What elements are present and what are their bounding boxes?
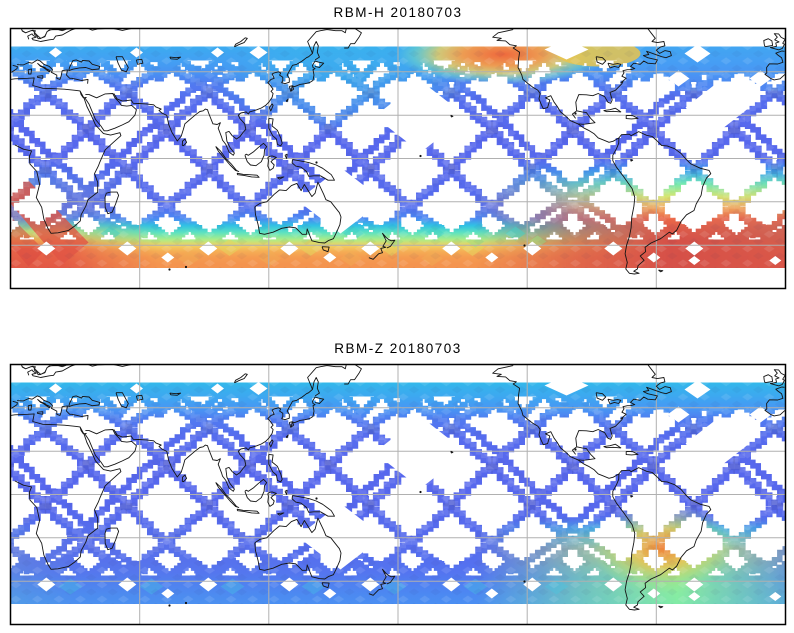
svg-text:RBM-H 20180703: RBM-H 20180703 [333, 5, 462, 20]
svg-text:RBM-Z 20180703: RBM-Z 20180703 [334, 341, 462, 356]
